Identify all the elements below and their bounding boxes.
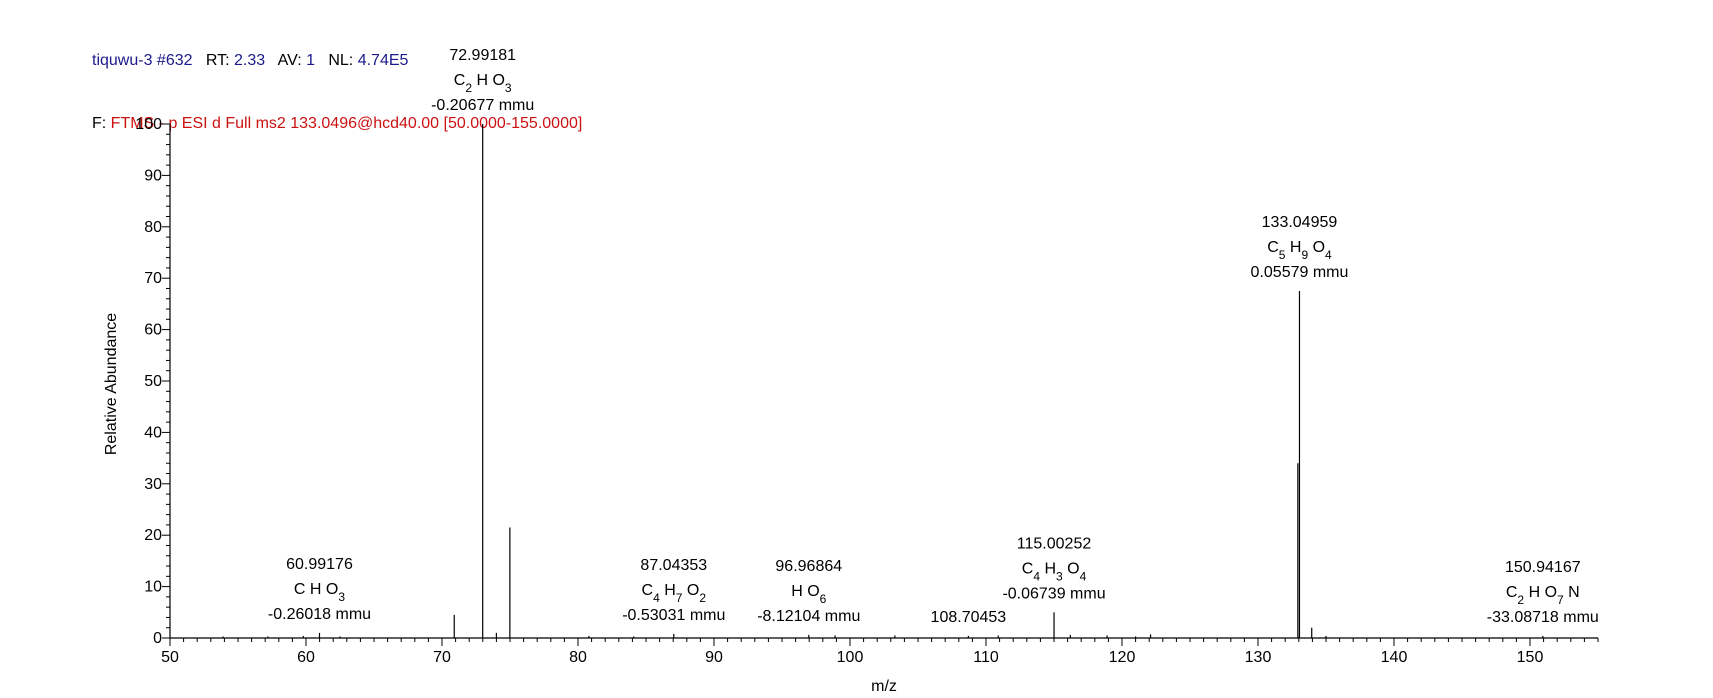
y-tick-label: 40 [144, 424, 162, 441]
nl-label: NL: [328, 52, 354, 69]
peak-mz-label: 115.00252 [1017, 535, 1092, 552]
x-tick-label: 80 [569, 649, 587, 666]
spectrum-header: tiquwu-3 #632 RT: 2.33 AV: 1 NL: 4.74E5 … [92, 8, 582, 155]
peak-error-label: -33.08718 mmu [1487, 609, 1599, 626]
x-axis-label: m/z [871, 678, 897, 695]
av-value: 1 [306, 52, 315, 69]
header-line-2: F: FTMS - p ESI d Full ms2 133.0496@hcd4… [92, 113, 582, 134]
peak-formula-label: C4 H7 O2 [642, 582, 707, 605]
x-tick-label: 60 [297, 649, 315, 666]
y-tick-label: 30 [144, 476, 162, 493]
peak-mz-label: 60.99176 [286, 556, 353, 573]
x-tick-label: 70 [433, 649, 451, 666]
peak-formula-label: C2 H O7 N [1506, 584, 1580, 607]
peak-mz-label: 87.04353 [640, 557, 707, 574]
scan-filter: FTMS - p ESI d Full ms2 133.0496@hcd40.0… [110, 115, 583, 132]
plot-area: 72.99181 C2 H O3 -0.20677 mmu 133.04959 C5 H… [222, 47, 1599, 638]
rt-value: 2.33 [234, 52, 266, 69]
peak-formula-label: C5 H9 O4 [1267, 239, 1332, 262]
y-tick-label: 10 [144, 579, 162, 596]
y-tick-label: 20 [144, 527, 162, 544]
peak-error-label: -0.26018 mmu [268, 606, 371, 623]
peak-formula-label: C H O3 [294, 581, 345, 604]
x-tick-label: 100 [837, 649, 864, 666]
axes: 50 60 70 80 90 100 110 120 130 140 150 0 10 20 30 40 50 6… [135, 116, 1599, 666]
peak-mz-label: 72.99181 [449, 47, 516, 64]
peak-mz-label: 96.96864 [775, 558, 842, 575]
peak-mz-label: 150.94167 [1505, 559, 1581, 576]
x-tick-label: 120 [1109, 649, 1136, 666]
nl-value: 4.74E5 [357, 52, 409, 69]
y-axis-label: Relative Abundance [103, 313, 120, 455]
peak-mz-label: 133.04959 [1262, 214, 1338, 231]
rt-label: RT: [205, 52, 230, 69]
header-line-1: tiquwu-3 #632 RT: 2.33 AV: 1 NL: 4.74E5 [92, 50, 582, 71]
peak-mz-label: 108.70453 [931, 609, 1007, 626]
filter-prefix: F: [92, 115, 107, 132]
x-tick-label: 140 [1381, 649, 1408, 666]
y-tick-label: 50 [144, 373, 162, 390]
x-tick-label: 110 [973, 649, 999, 666]
y-tick-label: 100 [135, 116, 162, 133]
peak-formula-label: C4 H3 O4 [1022, 560, 1087, 583]
y-tick-label: 0 [153, 630, 162, 647]
sample-name: tiquwu-3 #632 [92, 52, 193, 69]
peak-error-label: 0.05579 mmu [1251, 264, 1349, 281]
y-tick-label: 80 [144, 219, 162, 236]
y-tick-label: 60 [144, 322, 162, 339]
x-tick-label: 130 [1245, 649, 1272, 666]
peak-error-label: -0.53031 mmu [622, 607, 725, 624]
peak-error-label: -0.20677 mmu [431, 97, 534, 114]
peak-formula-label: H O6 [791, 583, 826, 606]
x-tick-label: 50 [161, 649, 179, 666]
peak-error-label: -8.12104 mmu [757, 608, 860, 625]
y-tick-label: 70 [144, 270, 162, 287]
peak-formula-label: C2 H O3 [454, 72, 512, 95]
x-tick-label: 150 [1517, 649, 1544, 666]
av-label: AV: [277, 52, 302, 69]
peak-error-label: -0.06739 mmu [1002, 585, 1105, 602]
y-tick-label: 90 [144, 167, 162, 184]
x-tick-label: 90 [705, 649, 723, 666]
